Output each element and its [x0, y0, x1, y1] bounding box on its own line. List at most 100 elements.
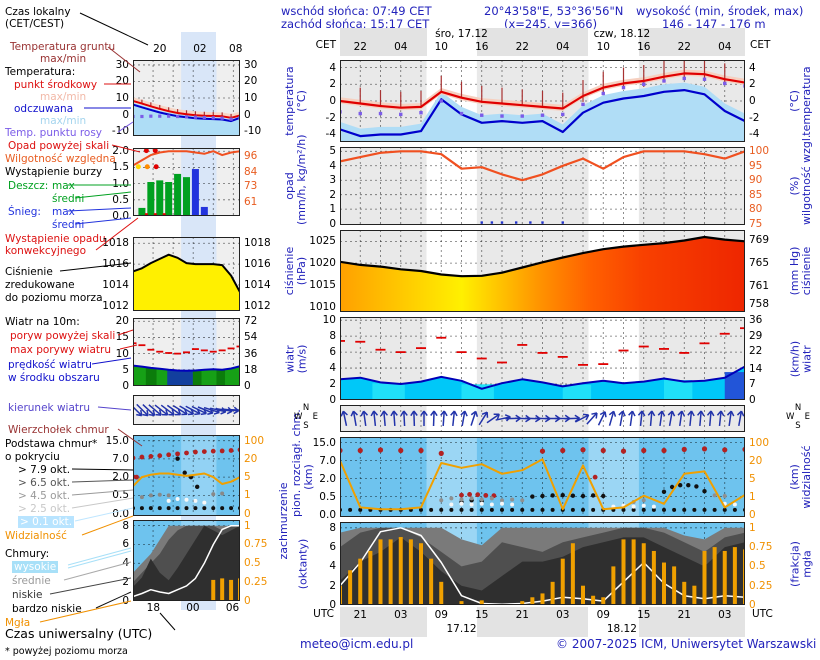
main-wind-right-tick: 29: [749, 329, 763, 342]
mini-cover-left-tick: 8: [122, 519, 129, 532]
axis-title-main-wind-right: (km/h) wiatr: [788, 340, 813, 377]
main-wind-left-tick: 6: [329, 346, 336, 359]
main-cover-right-tick: 0.25: [749, 579, 773, 592]
mini-hum-right-tick: 84: [244, 165, 258, 178]
legend-fog: Mgła: [5, 617, 31, 629]
compass-e: E: [312, 412, 318, 422]
main-opad-left-tick: 2: [329, 188, 336, 201]
axis-title-main-extent-right: (km) widzialność: [788, 445, 813, 509]
compass-w: W: [294, 412, 303, 422]
mini-temp-right-tick: -10: [244, 125, 262, 138]
mini-extent-right-tick: 100: [244, 434, 265, 447]
utc-hour-label: 15: [475, 609, 489, 621]
main-wind-left-tick: 4: [329, 362, 336, 375]
utc-hour-label: 09: [596, 609, 610, 621]
main-extent-left-tick: 7.0: [319, 454, 336, 467]
mini-utc-label: 00: [186, 602, 200, 614]
mini-hum-left-tick: 1.5: [112, 161, 129, 174]
date-label-top: czw, 18.12: [593, 28, 651, 40]
cet-hour-label: 16: [637, 41, 651, 53]
sunset-time: zachód słońca: 15:17 CET: [281, 17, 430, 31]
mini-hum-left-tick: 1.0: [112, 177, 129, 190]
main-opad-left-tick: 4: [329, 159, 336, 172]
legend-storm: Wystąpienie burzy: [5, 166, 103, 178]
main-press-right-tick: 761: [749, 280, 770, 293]
mini-temp-right-tick: 0: [244, 108, 251, 121]
coordinates: 20°43'58"E, 53°36'56"N: [484, 4, 624, 18]
mini-temp-left-tick: 30: [115, 58, 129, 71]
mini-wind-right-tick: 18: [244, 363, 258, 376]
main-extent-right-tick: 20: [749, 454, 763, 467]
main-cover-right-tick: 0: [749, 599, 756, 611]
legend-humidity: Wilgotność względna: [5, 153, 116, 165]
axis-title-main-opad-left: opad (mm/h, kg/m²/h): [283, 134, 308, 225]
cet-hour-label: 22: [677, 41, 691, 53]
legend-wind-dir: kierunek wiatru: [8, 402, 90, 414]
legend-cloud-top: Wierzchołek chmur: [8, 424, 109, 436]
legend-temp-feel-range: max/min: [40, 115, 87, 127]
utc-hour-label: 09: [434, 609, 448, 621]
main-press-left-tick: 1025: [309, 235, 336, 248]
main-wind-left-tick: 8: [329, 330, 336, 343]
mini-wind-right-tick: 0: [244, 380, 251, 392]
legend-pressure: Ciśnienie: [5, 266, 53, 278]
compass-n: N: [302, 403, 310, 413]
main-extent-right-tick: 5: [749, 472, 756, 485]
legend-rain-max: max: [52, 180, 75, 192]
axis-title-main-press-left: ciśnienie (hPa): [283, 246, 308, 296]
main-temp-left-tick: -2: [325, 111, 336, 124]
copyright: © 2007-2025 ICM, Uniwersytet Warszawski: [556, 637, 817, 651]
utc-label-right: UTC: [752, 608, 773, 620]
main-opad-left-tick: 1: [329, 203, 336, 216]
main-cover-left-tick: 0: [329, 599, 336, 611]
main-temp-right-tick: 4: [749, 61, 756, 74]
night-shading-band: [476, 607, 589, 637]
main-wind-left-tick: 2: [329, 378, 336, 391]
main-press-left-tick: 1020: [309, 257, 336, 270]
mini-press-left-tick: 1018: [102, 237, 129, 250]
mini-cover-right-tick: 1: [244, 519, 251, 532]
cet-label-right: CET: [750, 39, 771, 51]
main-press-left-tick: 1010: [309, 300, 336, 313]
cet-hour-label: 22: [515, 41, 529, 53]
contact-email[interactable]: meteo@icm.edu.pl: [300, 637, 414, 651]
mini-wind-left-tick: 10: [115, 347, 129, 360]
mini-cet-label: 20: [153, 43, 167, 55]
main-cover-left-tick: 4: [329, 560, 336, 573]
legend-wind-speed-2: w środku obszaru: [8, 372, 100, 384]
main-wind-right-tick: 22: [749, 345, 763, 358]
mini-hum-right-tick: 73: [244, 180, 258, 193]
axis-title-main-temp-left: temperatura (°C): [283, 66, 308, 136]
legend-ground-temp-range: max/min: [40, 53, 87, 65]
main-extent-left-tick: 0.0: [319, 508, 336, 521]
mini-dir-panel: [133, 395, 240, 425]
mini-extent-left-tick: 7.0: [112, 452, 129, 465]
mini-wind-right-tick: 72: [244, 315, 258, 328]
legend-rain: Deszcz:: [8, 180, 49, 192]
night-shading-band: [476, 28, 589, 56]
mini-hum-right-tick: 61: [244, 195, 258, 208]
main-cover-right-tick: 1: [749, 521, 756, 534]
elevation-value: 146 - 147 - 176 m: [662, 17, 766, 31]
legend-local-time: Czas lokalny: [5, 6, 71, 18]
mini-wind-left-tick: 0: [122, 380, 129, 392]
mini-hum-left-tick: 0.5: [112, 193, 129, 206]
main-cover-panel: [340, 522, 745, 605]
night-shading-band: [340, 28, 427, 56]
mini-press-right-tick: 1014: [244, 278, 271, 291]
legend-cloud-base-2: o pokryciu: [5, 451, 60, 463]
utc-hour-label: 15: [637, 609, 651, 621]
axis-title-main-temp-right: (°C) temperatura: [788, 66, 813, 136]
legend-pressure-2: zredukowane: [5, 279, 75, 291]
legend-conv-precip: Wystąpienie opadu: [5, 233, 106, 245]
compass-e: E: [804, 412, 810, 422]
legend-dew-point: Temp. punktu rosy: [5, 127, 103, 139]
compass-s: S: [795, 421, 801, 431]
legend-clouds: Chmury:: [5, 548, 50, 560]
legend-snow-max: max: [52, 206, 75, 218]
legend-footnote: * powyżej poziomu morza: [5, 646, 128, 657]
main-opad-left-tick: 3: [329, 174, 336, 187]
date-label-bottom: 17.12: [446, 623, 477, 635]
